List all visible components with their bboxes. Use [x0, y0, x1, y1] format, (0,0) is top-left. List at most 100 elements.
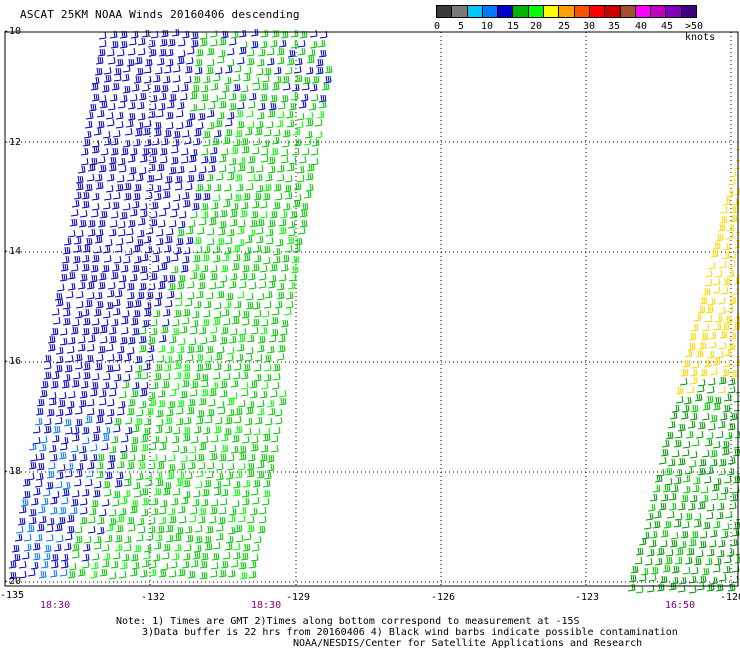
wind-barb	[126, 346, 135, 355]
wind-barb	[663, 520, 672, 529]
wind-barb	[226, 111, 235, 120]
wind-barb	[712, 564, 721, 573]
wind-barb	[55, 471, 64, 480]
wind-barb	[729, 538, 738, 547]
wind-barb	[185, 353, 194, 362]
wind-barb	[292, 127, 301, 136]
wind-barb	[643, 521, 652, 530]
wind-barb	[124, 127, 133, 136]
wind-barb	[733, 404, 740, 412]
wind-barb	[227, 514, 236, 523]
wind-barb	[40, 380, 49, 389]
wind-barb	[210, 94, 219, 103]
wind-barb	[162, 190, 171, 199]
wind-barb	[132, 309, 141, 318]
wind-barb	[46, 470, 55, 479]
wind-barb	[698, 341, 707, 350]
wind-barb	[126, 282, 135, 291]
wind-barb	[84, 183, 93, 192]
wind-barb	[115, 120, 124, 129]
wind-barb	[688, 575, 697, 584]
wind-barb	[62, 246, 71, 255]
wind-barb	[239, 40, 248, 49]
wind-barb	[49, 496, 58, 505]
wind-barb	[32, 542, 41, 551]
wind-barb	[296, 112, 305, 121]
wind-barb	[138, 326, 147, 335]
wind-barb	[193, 192, 202, 201]
wind-barb	[241, 489, 250, 498]
wind-barb	[683, 396, 692, 405]
wind-barb	[299, 209, 308, 218]
wind-barb	[267, 219, 276, 228]
wind-barb	[733, 240, 740, 249]
wind-barb	[200, 84, 209, 93]
wind-barb	[169, 209, 178, 218]
wind-barb	[186, 345, 195, 354]
colorbar-label: 20	[530, 21, 543, 32]
wind-barb	[227, 569, 236, 578]
wind-barb	[229, 209, 238, 218]
wind-barb	[189, 388, 198, 397]
wind-barb	[688, 538, 697, 547]
wind-barb	[200, 435, 209, 444]
wind-barb	[80, 380, 89, 389]
wind-barb	[237, 514, 246, 523]
wind-barb	[195, 121, 204, 130]
wind-barb	[231, 316, 240, 325]
wind-barb	[171, 202, 180, 211]
wind-barb	[162, 543, 171, 552]
wind-barb	[136, 229, 145, 238]
wind-barb	[80, 157, 89, 166]
wind-barb	[260, 318, 269, 327]
wind-barb	[711, 483, 720, 492]
wind-barb	[26, 472, 35, 481]
wind-barb	[272, 363, 281, 372]
wind-barb	[170, 145, 179, 154]
map-title: ASCAT 25KM NOAA Winds 20160406 descendin…	[20, 8, 300, 21]
wind-barb	[105, 343, 114, 352]
wind-barb	[155, 478, 164, 487]
wind-barb	[119, 94, 128, 103]
wind-barb	[67, 336, 76, 345]
wind-barb	[693, 519, 702, 528]
wind-barb	[700, 485, 709, 494]
wind-barb	[234, 470, 243, 479]
wind-barb	[188, 337, 197, 346]
wind-barb	[182, 490, 191, 499]
wind-barb	[32, 436, 41, 445]
wind-barb	[11, 544, 20, 553]
wind-barb	[65, 462, 74, 471]
wind-barb	[118, 390, 127, 399]
wind-barb	[258, 280, 267, 289]
wind-barb	[272, 201, 281, 210]
wind-barb	[244, 235, 253, 244]
wind-barb	[155, 228, 164, 237]
wind-barb	[69, 218, 78, 227]
wind-barb	[149, 218, 158, 227]
wind-barb	[170, 497, 179, 506]
wind-barb	[43, 417, 52, 426]
wind-barb	[106, 398, 115, 407]
wind-barb	[681, 448, 690, 457]
wind-barb	[195, 290, 204, 299]
wind-barb	[54, 523, 63, 532]
wind-barb	[695, 549, 704, 558]
wind-barb	[217, 516, 226, 525]
wind-barb	[78, 399, 87, 408]
wind-barb	[253, 363, 262, 372]
wind-barb	[85, 354, 94, 363]
wind-barb	[18, 570, 27, 579]
wind-barb	[159, 155, 168, 164]
wind-barb	[158, 454, 167, 463]
wind-barb	[206, 58, 215, 67]
wind-barb	[216, 55, 225, 64]
wind-barb	[62, 373, 71, 382]
wind-barb	[104, 416, 113, 425]
wind-barb	[38, 443, 47, 452]
wind-barb	[677, 502, 686, 511]
wind-barb	[112, 363, 121, 372]
wind-barb	[198, 442, 207, 451]
wind-barb	[32, 487, 41, 496]
wind-barb	[224, 416, 233, 425]
